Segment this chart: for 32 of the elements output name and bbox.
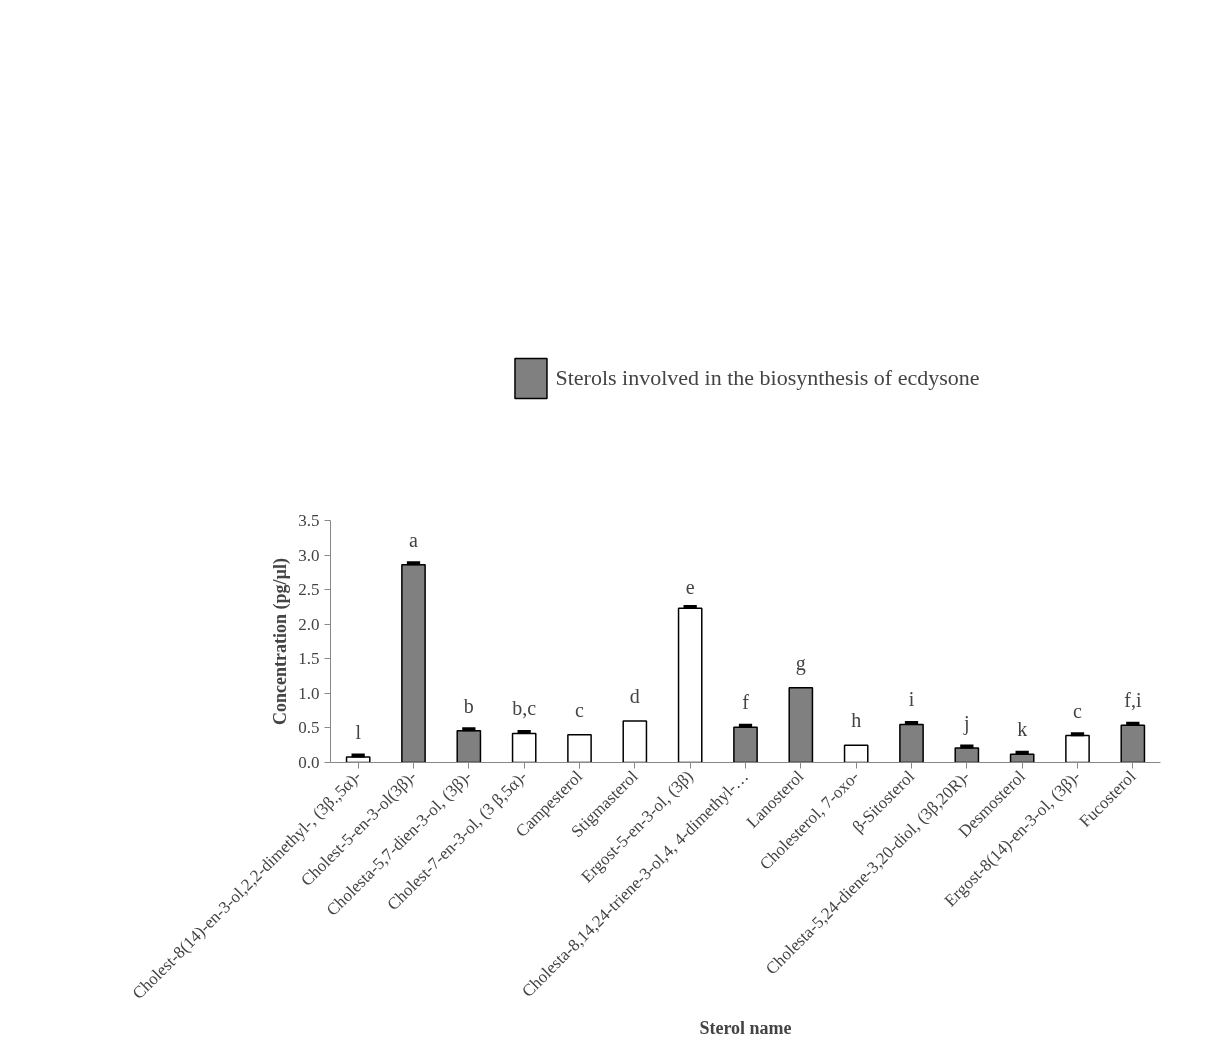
legend-label: Sterols involved in the biosynthesis of ecdysone <box>555 364 980 391</box>
annotation: l <box>355 720 362 743</box>
x-axis-title: Sterol name <box>699 1017 792 1038</box>
annotation: c <box>1073 699 1083 722</box>
y-tick-label: 0.0 <box>298 753 320 772</box>
annotation: c <box>575 698 585 721</box>
annotation: b <box>463 694 474 717</box>
annotation: d <box>629 685 640 708</box>
annotation: k <box>1017 718 1028 741</box>
annotation: g <box>795 651 806 675</box>
annotation: e <box>685 576 695 599</box>
y-axis-title: Concentration (pg/µl) <box>270 558 292 725</box>
y-tick-label: 2.5 <box>298 580 320 600</box>
bar <box>567 734 592 763</box>
y-tick-label: 2.0 <box>298 614 320 634</box>
bar <box>622 720 648 763</box>
bar <box>511 732 537 763</box>
annotation: f,i <box>1124 689 1142 712</box>
y-tick-label: 0.5 <box>298 718 320 738</box>
annotation: i <box>908 688 915 711</box>
annotation: h <box>851 709 862 732</box>
y-tick-label: 3.5 <box>298 511 320 530</box>
annotation: f <box>742 691 750 714</box>
bar <box>677 607 703 763</box>
bar <box>843 744 869 763</box>
annotation: a <box>409 528 419 551</box>
y-tick-label: 1.0 <box>298 683 320 703</box>
y-tick-label: 3.0 <box>298 545 320 565</box>
bar <box>1065 734 1090 763</box>
y-tick-label: 1.5 <box>298 649 320 669</box>
annotation: b,c <box>512 697 537 720</box>
annotation: j <box>963 711 970 735</box>
